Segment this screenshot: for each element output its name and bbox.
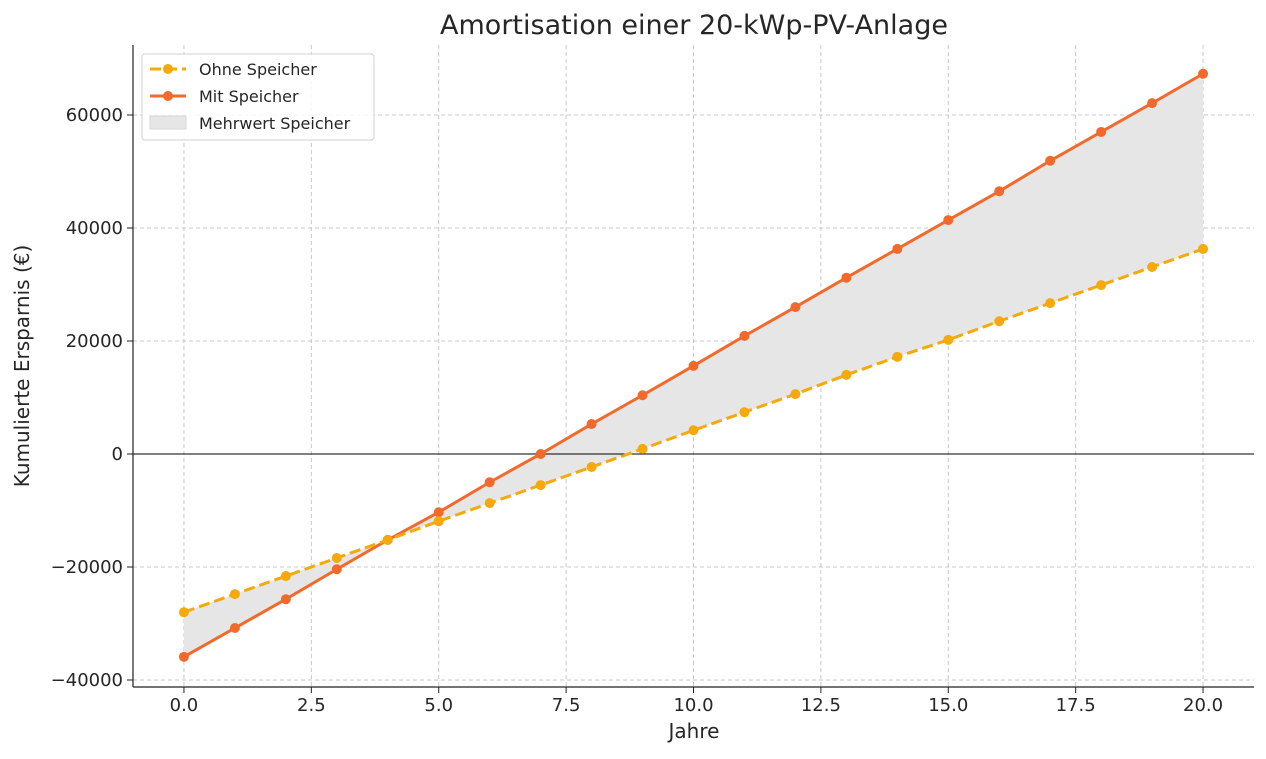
y-axis-label: Kumulierte Ersparnis (€) (10, 245, 34, 488)
data-point (841, 369, 852, 380)
data-point (382, 534, 393, 545)
data-point (1147, 261, 1158, 272)
data-point (790, 389, 801, 400)
series-mit-speicher (178, 68, 1209, 662)
x-tick-label: 7.5 (552, 695, 581, 716)
data-point (280, 594, 291, 605)
y-tick-label: −20000 (51, 557, 123, 578)
legend: Ohne Speicher Mit Speicher Mehrwert Speich… (141, 53, 375, 141)
chart-title: Amortisation einer 20-kWp-PV-Anlage (440, 10, 948, 41)
x-tick-label: 0.0 (170, 695, 199, 716)
legend-label: Mit Speicher (199, 87, 299, 106)
data-point (637, 443, 648, 454)
x-tick-label: 20.0 (1183, 695, 1223, 716)
data-point (790, 302, 801, 313)
data-point (280, 571, 291, 582)
data-point (586, 461, 597, 472)
data-point (484, 477, 495, 488)
axes: 0.0 2.5 5.0 7.5 10.0 12.5 15.0 17.5 20.0 −40000 −2… (51, 45, 1254, 716)
data-point (892, 243, 903, 254)
legend-label: Mehrwert Speicher (199, 114, 351, 133)
legend-label: Ohne Speicher (199, 60, 317, 79)
data-point (535, 480, 546, 491)
data-point (943, 215, 954, 226)
data-point (331, 564, 342, 575)
y-tick-label: 0 (112, 444, 123, 465)
x-tick-label: 12.5 (801, 695, 841, 716)
data-point (535, 448, 546, 459)
data-point (229, 589, 240, 600)
data-point (1096, 126, 1107, 137)
data-point (178, 651, 189, 662)
x-tick-label: 15.0 (928, 695, 968, 716)
data-point (229, 623, 240, 634)
data-point (943, 334, 954, 345)
x-tick-label: 17.5 (1056, 695, 1096, 716)
data-point (994, 186, 1005, 197)
x-tick-label: 10.0 (673, 695, 713, 716)
data-point (1198, 68, 1209, 79)
data-point (739, 330, 750, 341)
y-tick-label: −40000 (51, 670, 123, 691)
y-tick-label: 40000 (66, 218, 123, 239)
data-point (1096, 280, 1107, 291)
data-point (739, 407, 750, 418)
x-tick-label: 5.0 (424, 695, 453, 716)
data-point (688, 360, 699, 371)
series-ohne-speicher (178, 243, 1209, 618)
y-tick-label: 20000 (66, 331, 123, 352)
series-line (183, 247, 1204, 614)
data-point (688, 425, 699, 436)
legend-box (141, 53, 375, 141)
data-point (637, 390, 648, 401)
series (178, 68, 1209, 662)
data-point (178, 607, 189, 618)
data-point (1045, 155, 1056, 166)
data-point (994, 316, 1005, 327)
data-point (484, 498, 495, 509)
legend-marker (163, 64, 173, 74)
legend-marker (163, 91, 173, 101)
data-point (433, 507, 444, 518)
y-tick-label: 60000 (66, 105, 123, 126)
legend-fill-swatch (149, 115, 187, 130)
x-axis-label: Jahre (667, 719, 720, 743)
data-point (841, 272, 852, 283)
data-point (433, 516, 444, 527)
data-point (1198, 243, 1209, 254)
data-point (1147, 98, 1158, 109)
data-point (331, 552, 342, 563)
data-point (1045, 298, 1056, 309)
data-point (892, 351, 903, 362)
x-tick-label: 2.5 (297, 695, 326, 716)
data-point (586, 419, 597, 430)
